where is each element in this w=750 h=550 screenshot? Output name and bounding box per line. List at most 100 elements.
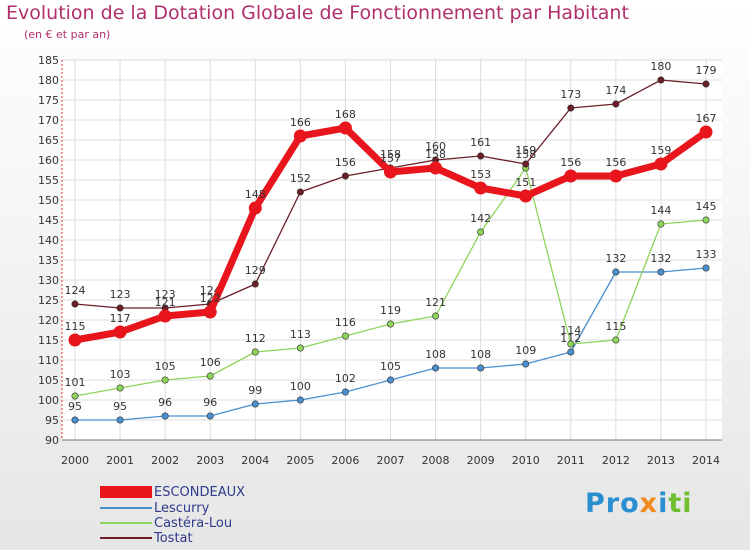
data-label-cast-ra-lou: 112	[245, 332, 266, 345]
x-tick-label: 2003	[196, 454, 224, 467]
y-tick-label: 155	[38, 174, 59, 187]
data-point-cast-ra-lou	[341, 332, 349, 340]
data-point-lescurry	[657, 268, 665, 276]
y-tick-label: 185	[38, 54, 59, 67]
data-label-tostat: 174	[605, 84, 626, 97]
x-tick-label: 2005	[286, 454, 314, 467]
data-point-lescurry	[702, 264, 710, 272]
legend-item-escondeaux: ESCONDEAUX	[100, 484, 245, 500]
legend-swatch-castera-lou	[100, 522, 152, 524]
data-point-escondeaux	[203, 305, 217, 319]
data-label-cast-ra-lou: 101	[65, 376, 86, 389]
data-label-lescurry: 112	[560, 332, 581, 345]
data-point-cast-ra-lou	[251, 348, 259, 356]
data-label-tostat: 152	[290, 172, 311, 185]
data-point-tostat	[657, 76, 665, 84]
y-tick-label: 170	[38, 114, 59, 127]
data-label-lescurry: 109	[515, 344, 536, 357]
data-point-cast-ra-lou	[567, 340, 575, 348]
data-point-lescurry	[161, 412, 169, 420]
data-point-escondeaux	[609, 169, 623, 183]
data-label-tostat: 160	[425, 140, 446, 153]
y-tick-label: 180	[38, 74, 59, 87]
x-tick-label: 2004	[241, 454, 269, 467]
x-tick-label: 2007	[377, 454, 405, 467]
chart-title: Evolution de la Dotation Globale de Fonc…	[6, 2, 629, 24]
data-point-cast-ra-lou	[71, 392, 79, 400]
data-label-tostat: 159	[515, 144, 536, 157]
data-point-escondeaux	[158, 309, 172, 323]
data-point-lescurry	[251, 400, 259, 408]
y-tick-label: 115	[38, 334, 59, 347]
y-tick-label: 100	[38, 394, 59, 407]
data-point-escondeaux	[564, 169, 578, 183]
data-label-lescurry: 105	[380, 360, 401, 373]
data-label-escondeaux: 153	[470, 168, 491, 181]
data-point-escondeaux	[293, 129, 307, 143]
y-tick-label: 105	[38, 374, 59, 387]
data-point-cast-ra-lou	[386, 320, 394, 328]
data-label-escondeaux: 168	[335, 108, 356, 121]
proxiti-logo: Proxiti	[585, 488, 693, 519]
y-tick-label: 145	[38, 214, 59, 227]
data-label-escondeaux: 156	[605, 156, 626, 169]
data-point-cast-ra-lou	[206, 372, 214, 380]
data-point-cast-ra-lou	[432, 312, 440, 320]
data-label-tostat: 123	[155, 288, 176, 301]
data-label-cast-ra-lou: 113	[290, 328, 311, 341]
data-label-tostat: 123	[110, 288, 131, 301]
data-label-cast-ra-lou: 142	[470, 212, 491, 225]
data-label-cast-ra-lou: 145	[696, 200, 717, 213]
data-point-lescurry	[477, 364, 485, 372]
data-label-lescurry: 133	[696, 248, 717, 261]
x-tick-label: 2014	[692, 454, 720, 467]
legend-item-lescurry: Lescurry	[100, 500, 209, 516]
x-tick-label: 2010	[512, 454, 540, 467]
data-label-tostat: 124	[65, 284, 86, 297]
data-label-lescurry: 132	[605, 252, 626, 265]
x-tick-label: 2012	[602, 454, 630, 467]
data-label-tostat: 158	[380, 148, 401, 161]
data-point-lescurry	[522, 360, 530, 368]
y-tick-label: 165	[38, 134, 59, 147]
data-point-escondeaux	[519, 189, 533, 203]
data-label-cast-ra-lou: 105	[155, 360, 176, 373]
data-label-escondeaux: 115	[65, 320, 86, 333]
data-label-lescurry: 95	[68, 400, 82, 413]
data-label-escondeaux: 167	[696, 112, 717, 125]
x-tick-label: 2000	[61, 454, 89, 467]
y-tick-label: 150	[38, 194, 59, 207]
data-label-lescurry: 108	[425, 348, 446, 361]
legend-swatch-lescurry	[100, 507, 152, 509]
x-tick-label: 2013	[647, 454, 675, 467]
data-label-lescurry: 132	[650, 252, 671, 265]
data-label-escondeaux: 121	[155, 296, 176, 309]
legend-item-castera-lou: Castéra-Lou	[100, 515, 232, 531]
x-tick-label: 2008	[422, 454, 450, 467]
x-tick-label: 2001	[106, 454, 134, 467]
legend-label-escondeaux: ESCONDEAUX	[154, 484, 246, 500]
data-point-escondeaux	[68, 333, 82, 347]
data-point-escondeaux	[429, 161, 443, 175]
y-tick-label: 90	[45, 434, 59, 447]
data-point-cast-ra-lou	[477, 228, 485, 236]
x-tick-label: 2002	[151, 454, 179, 467]
data-label-escondeaux: 156	[560, 156, 581, 169]
data-point-cast-ra-lou	[296, 344, 304, 352]
y-tick-label: 160	[38, 154, 59, 167]
data-point-escondeaux	[113, 325, 127, 339]
data-point-escondeaux	[384, 165, 397, 179]
data-point-tostat	[296, 188, 304, 196]
data-point-escondeaux	[248, 201, 262, 215]
data-label-escondeaux: 151	[515, 176, 536, 189]
data-point-lescurry	[612, 268, 620, 276]
legend-label-tostat: Tostat	[154, 530, 193, 546]
legend-swatch-escondeaux	[100, 486, 152, 498]
plot-area	[62, 60, 722, 440]
x-tick-label: 2006	[331, 454, 359, 467]
data-label-lescurry: 108	[470, 348, 491, 361]
data-point-tostat	[116, 304, 124, 312]
data-label-tostat: 161	[470, 136, 491, 149]
y-tick-label: 130	[38, 274, 59, 287]
